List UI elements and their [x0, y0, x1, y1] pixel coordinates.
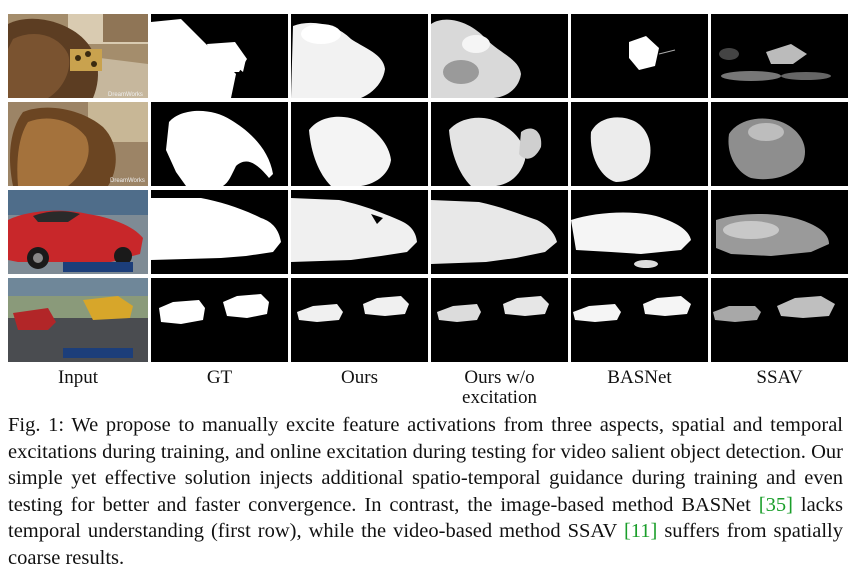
- citation-link[interactable]: [11]: [623, 520, 658, 542]
- mask-gt-cat-1: [151, 14, 288, 98]
- mask-gt-red-car: [151, 190, 288, 274]
- mask-ours-wo-excitation-cat-2: [431, 102, 568, 186]
- mask-ours-drag-race: [291, 278, 428, 362]
- mask-ours-wo-excitation-red-car: [431, 190, 568, 274]
- input-image-red-car: [8, 190, 148, 274]
- mask-basnet-red-car: [571, 190, 708, 274]
- caption-text: We propose to manually excite feature ac…: [8, 414, 843, 516]
- caption-label: Fig. 1:: [8, 414, 65, 436]
- citation-link[interactable]: [35]: [758, 493, 793, 516]
- column-label-ours-wo-excitation: Ours w/o excitation: [462, 367, 537, 408]
- mask-ours-wo-excitation-drag-race: [431, 278, 568, 362]
- input-image-cat-1: DreamWorks: [8, 14, 148, 98]
- mask-basnet-drag-race: [571, 278, 708, 362]
- mask-ssav-cat-1: [711, 14, 848, 98]
- mask-ours-cat-1: [291, 14, 428, 98]
- mask-ssav-red-car: [711, 190, 848, 274]
- mask-ssav-drag-race: [711, 278, 848, 362]
- mask-basnet-cat-2: [571, 102, 708, 186]
- mask-ours-cat-2: [291, 102, 428, 186]
- input-image-drag-race: [8, 278, 148, 362]
- column-label-input: Input: [57, 367, 99, 388]
- watermark: DreamWorks: [110, 178, 145, 184]
- caption-text: suffers from spatially coarse results.: [8, 520, 843, 569]
- mask-gt-drag-race: [151, 278, 288, 362]
- mask-ssav-cat-2: [711, 102, 848, 186]
- mask-ours-red-car: [291, 190, 428, 274]
- column-label-gt: GT: [206, 367, 233, 388]
- column-label-ours: Ours: [341, 367, 378, 388]
- figure-caption: Fig. 1: We propose to manually excite fe…: [8, 412, 843, 571]
- column-label-basnet: BASNet: [607, 367, 672, 388]
- column-label-ssav: SSAV: [756, 367, 803, 388]
- watermark: DreamWorks: [108, 92, 143, 98]
- mask-ours-wo-excitation-cat-1: [431, 14, 568, 98]
- mask-gt-cat-2: [151, 102, 288, 186]
- caption-text: lacks temporal understanding (first row)…: [8, 493, 843, 543]
- figure-grid: DreamWorks: [8, 14, 848, 362]
- input-image-cat-2: DreamWorks: [8, 102, 148, 186]
- mask-basnet-cat-1: [571, 14, 708, 98]
- column-labels: Input GT Ours Ours w/o excitation BASNet …: [8, 368, 847, 408]
